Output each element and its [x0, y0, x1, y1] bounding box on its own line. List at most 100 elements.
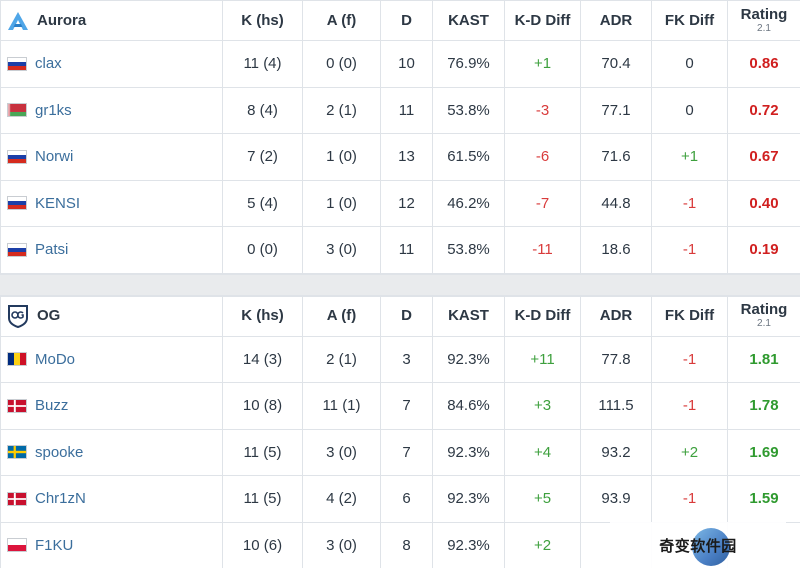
- deaths-cell: 12: [380, 179, 433, 227]
- kast-cell-value: 61.5%: [447, 148, 490, 166]
- column-header-label: A (f): [326, 11, 357, 29]
- adr-cell: 44.8: [580, 179, 652, 227]
- player-name-link[interactable]: clax: [35, 55, 62, 73]
- kast-cell: 84.6%: [432, 382, 505, 430]
- fk-diff-cell-value: -1: [682, 350, 697, 368]
- adr-cell-value: 71.6: [601, 148, 631, 166]
- kd-diff-cell: -6: [504, 133, 581, 181]
- column-header-label: D: [401, 307, 412, 325]
- kills-cell: 5 (4): [222, 179, 303, 227]
- assists-cell: 1 (0): [302, 133, 381, 181]
- assists-cell-value: 3 (0): [326, 536, 357, 554]
- rating-cell-value: 0.67: [749, 148, 779, 166]
- player-cell: spooke: [0, 428, 223, 476]
- assists-cell: 1 (0): [302, 179, 381, 227]
- watermark: 奇变软件园: [610, 522, 786, 568]
- kast-cell-value: 92.3%: [447, 443, 490, 461]
- deaths-cell: 11: [380, 226, 433, 274]
- deaths-column-header: D: [380, 295, 433, 337]
- player-name-link[interactable]: Buzz: [35, 397, 69, 415]
- column-header-label: Rating: [740, 301, 788, 319]
- kd-diff-cell-value: +5: [533, 490, 552, 508]
- kills-cell-value: 14 (3): [242, 350, 283, 368]
- kast-column-header: KAST: [432, 295, 505, 337]
- player-cell: Buzz: [0, 382, 223, 430]
- player-row: Chr1zN 11 (5) 4 (2) 6 92.3% +5 93.9 -1 1.59: [0, 475, 800, 523]
- assists-cell: 2 (1): [302, 86, 381, 134]
- kills-cell: 0 (0): [222, 226, 303, 274]
- kills-column-header: K (hs): [222, 295, 303, 337]
- kd-diff-cell: -11: [504, 226, 581, 274]
- deaths-cell: 7: [380, 428, 433, 476]
- player-row: spooke 11 (5) 3 (0) 7 92.3% +4 93.2 +2 1.69: [0, 428, 800, 476]
- fk-diff-cell-value: 0: [685, 101, 694, 119]
- kast-cell: 92.3%: [432, 521, 505, 568]
- column-header-label: FK Diff: [664, 307, 715, 325]
- kast-cell-value: 53.8%: [447, 241, 490, 259]
- player-row: Norwi 7 (2) 1 (0) 13 61.5% -6 71.6 +1 0.67: [0, 133, 800, 181]
- adr-cell: 93.9: [580, 475, 652, 523]
- aurora-logo-icon[interactable]: [7, 11, 29, 31]
- fk-diff-column-header: FK Diff: [651, 295, 728, 337]
- kd-diff-cell: -3: [504, 86, 581, 134]
- kills-column-header: K (hs): [222, 0, 303, 41]
- fk-diff-column-header: FK Diff: [651, 0, 728, 41]
- deaths-cell: 13: [380, 133, 433, 181]
- kast-cell: 92.3%: [432, 475, 505, 523]
- player-name-link[interactable]: Patsi: [35, 241, 69, 259]
- assists-cell: 11 (1): [302, 382, 381, 430]
- player-name-link[interactable]: MoDo: [35, 350, 76, 368]
- kast-cell-value: 92.3%: [447, 350, 490, 368]
- fk-diff-cell: 0: [651, 86, 728, 134]
- kast-cell-value: 53.8%: [447, 101, 490, 119]
- rating-cell-value: 0.86: [749, 55, 779, 73]
- kd-diff-cell-value: -6: [535, 148, 550, 166]
- column-header-label: KAST: [448, 11, 489, 29]
- kd-diff-cell-value: +3: [533, 397, 552, 415]
- fk-diff-cell: +2: [651, 428, 728, 476]
- player-name-link[interactable]: gr1ks: [35, 101, 72, 119]
- adr-cell-value: 70.4: [601, 55, 631, 73]
- kills-cell: 11 (5): [222, 475, 303, 523]
- fk-diff-cell: -1: [651, 475, 728, 523]
- rating-cell-value: 0.19: [749, 241, 779, 259]
- player-name-link[interactable]: Norwi: [35, 148, 74, 166]
- kd-diff-cell: +1: [504, 40, 581, 88]
- russia-flag-icon: [7, 56, 27, 71]
- adr-cell: 93.2: [580, 428, 652, 476]
- adr-cell: 18.6: [580, 226, 652, 274]
- adr-cell-value: 77.1: [601, 101, 631, 119]
- adr-cell: 77.1: [580, 86, 652, 134]
- kd-diff-cell-value: +2: [533, 536, 552, 554]
- kast-cell: 53.8%: [432, 86, 505, 134]
- player-name-link[interactable]: Chr1zN: [35, 490, 86, 508]
- sweden-flag-icon: [7, 445, 27, 460]
- fk-diff-cell-value: -1: [682, 241, 697, 259]
- rating-cell: 0.72: [727, 86, 800, 134]
- player-name-link[interactable]: F1KU: [35, 536, 74, 554]
- assists-column-header: A (f): [302, 0, 381, 41]
- deaths-cell-value: 10: [398, 55, 415, 73]
- fk-diff-cell: 0: [651, 40, 728, 88]
- kills-cell: 10 (6): [222, 521, 303, 568]
- adr-column-header: ADR: [580, 0, 652, 41]
- player-name-link[interactable]: KENSI: [35, 194, 81, 212]
- player-row: MoDo 14 (3) 2 (1) 3 92.3% +11 77.8 -1 1.81: [0, 335, 800, 383]
- deaths-column-header: D: [380, 0, 433, 41]
- belarus-flag-icon: [7, 103, 27, 118]
- rating-cell-value: 1.59: [749, 490, 779, 508]
- team-header-row: OG K (hs) A (f) D KAST K-D Diff ADR FK Diff Rati…: [0, 295, 800, 337]
- adr-cell: 111.5: [580, 382, 652, 430]
- og-logo-icon[interactable]: [7, 304, 29, 328]
- assists-column-header: A (f): [302, 295, 381, 337]
- assists-cell-value: 2 (1): [326, 350, 357, 368]
- kast-cell-value: 76.9%: [447, 55, 490, 73]
- team-name[interactable]: OG: [37, 307, 61, 325]
- denmark-flag-icon: [7, 398, 27, 413]
- kast-cell: 92.3%: [432, 335, 505, 383]
- player-cell: Patsi: [0, 226, 223, 274]
- team-name[interactable]: Aurora: [37, 11, 87, 29]
- player-name-link[interactable]: spooke: [35, 443, 84, 461]
- fk-diff-cell-value: -1: [682, 397, 697, 415]
